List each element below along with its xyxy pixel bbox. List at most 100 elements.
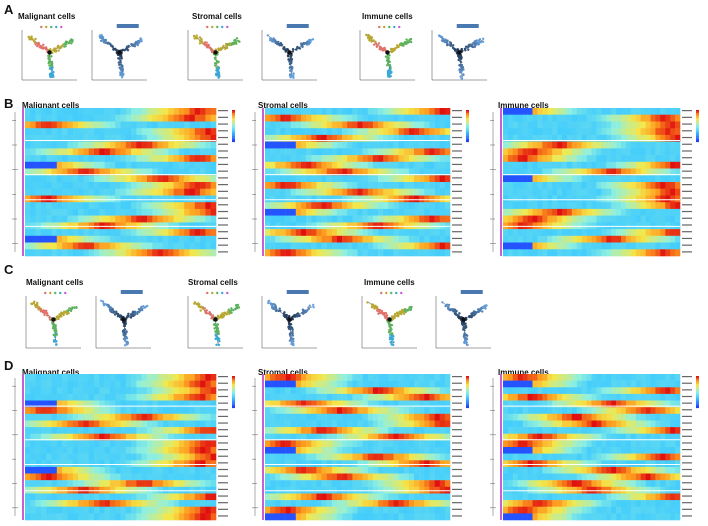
b-malignant-heat-cell [67,168,73,176]
b-immune-heat-cell [586,168,592,176]
b-stromal-heat-cell [321,182,327,189]
a-stromal-pseudotime-cell-point [290,75,294,78]
d-malignant-heat-cell [88,466,95,474]
b-stromal-heat-cell [306,134,312,142]
b-immune-heat-cell [576,208,582,216]
b-malignant-heat-cell [46,195,52,203]
b-stromal-heat-cell [434,168,440,176]
b-malignant-heat-cell [51,195,58,203]
d-malignant-heat-cell [210,393,217,401]
d-malignant-heat-cell [210,460,217,468]
b-malignant-heat-cell [200,215,206,223]
d-malignant-heat-cell [147,453,153,461]
d-malignant-heat-cell [109,420,116,428]
a-malignant-state-branch-node [47,50,52,55]
b-malignant-heat-cell [200,175,206,183]
b-malignant-heat-cell [194,114,201,122]
b-immune-heat-cell [522,121,528,129]
d-malignant-heat-cell [178,480,185,488]
b-stromal-heat-cell [290,121,297,129]
b-immune-heat-cell [527,195,533,203]
b-stromal-heat-cell [444,202,451,210]
b-stromal-heat-cell [439,188,446,196]
d-malignant-heat-cell [173,420,180,428]
c-stromal-state-cell-point [228,312,231,316]
b-immune-heat-cell [675,114,681,122]
d-malignant-heat-cell [168,486,174,494]
a-malignant-pseudotime-cell-point [121,64,124,68]
b-malignant-heat-cell [189,161,196,169]
b-stromal-heat-cell [295,175,302,183]
d-malignant-heat-cell [78,433,84,441]
b-stromal-heat-cell [316,161,322,169]
b-malignant-heat-cell [125,161,132,169]
a-immune-pseudotime-cell-point [477,39,481,42]
b-immune-heat-cell [547,195,553,203]
a-immune-state-cell-point [380,48,383,51]
b-stromal-heat-cell [326,114,333,122]
d-malignant-colorbar-cell [232,404,235,407]
b-malignant-heat-cell [131,182,137,189]
b-immune-heat-cell [606,161,612,169]
d-malignant-heat-cell [178,513,185,521]
b-stromal-heat-cell [429,161,435,169]
d-malignant-heat-cell [152,440,158,448]
d-malignant-heat-cell [35,420,42,428]
d-malignant-heat-cell [184,460,190,468]
b-malignant-heat-cell [104,175,111,183]
b-malignant-heat-cell [147,235,153,243]
b-malignant-heat-cell [157,155,164,163]
b-immune-gene-label [682,116,692,118]
b-stromal-heat-cell [439,202,446,210]
b-immune-colorbar-cell [696,138,699,141]
b-malignant-heat-cell [147,121,153,129]
b-stromal-heat-cell [342,195,348,203]
d-malignant-heat-cell [194,440,201,448]
a-malignant-pseudotime-cell-point [117,57,120,60]
d-malignant-heat-cell [35,447,42,454]
b-stromal-heat-cell [408,155,415,163]
b-immune-gene-label [682,163,692,166]
d-malignant-gene-label [218,475,228,477]
a-immune-pseudotime-cell-point [460,48,463,51]
d-malignant-heat-cell [141,500,148,507]
d-malignant-heat-cell [157,413,164,421]
d-malignant-heat-cell [189,420,196,428]
d-malignant-heat-cell [78,480,84,488]
b-stromal-heat-cell [280,141,286,149]
b-malignant-heat-cell [83,114,89,122]
b-malignant-heat-cell [56,161,63,169]
b-immune-heat-cell [542,229,548,237]
b-immune-heat-cell [576,229,582,237]
b-stromal-heat-cell [424,168,430,176]
a-stromal-state-cell-point [217,47,220,50]
b-stromal-heat-cell [295,208,302,216]
b-stromal-heat-cell [311,182,317,189]
d-malignant-heat-cell [120,500,127,507]
b-stromal-heat-cell [352,134,358,142]
d-malignant-heat-cell [184,407,190,415]
b-stromal-heat-cell [295,249,302,257]
b-stromal-heat-cell [342,108,348,115]
b-stromal-heat-cell [265,108,271,115]
b-immune-heat-cell [650,215,656,223]
d-malignant-heat-cell [25,447,31,454]
b-stromal-heat-cell [311,108,317,115]
d-malignant-heat-cell [25,400,31,408]
d-malignant-heat-cell [62,407,68,415]
b-immune-heat-cell [522,108,528,115]
d-malignant-heat-cell [173,380,180,388]
a-malignant-state-cell-point [49,48,52,51]
b-malignant-gene-label [218,251,228,253]
a-malignant-state-cell-point [42,43,45,46]
b-stromal-heat-cell [367,114,374,122]
b-immune-heat-cell [576,148,582,156]
d-malignant-heat-cell [83,493,89,501]
d-malignant-heat-cell [200,420,206,428]
d-malignant-heat-cell [51,513,58,521]
d-malignant-heat-cell [162,440,169,448]
a-immune-pseudotime-cell-point [463,47,467,50]
b-malignant-heat-cell [40,148,47,156]
c-malignant-state-legend-dot [44,291,47,295]
d-malignant-heat-cell [62,380,68,388]
